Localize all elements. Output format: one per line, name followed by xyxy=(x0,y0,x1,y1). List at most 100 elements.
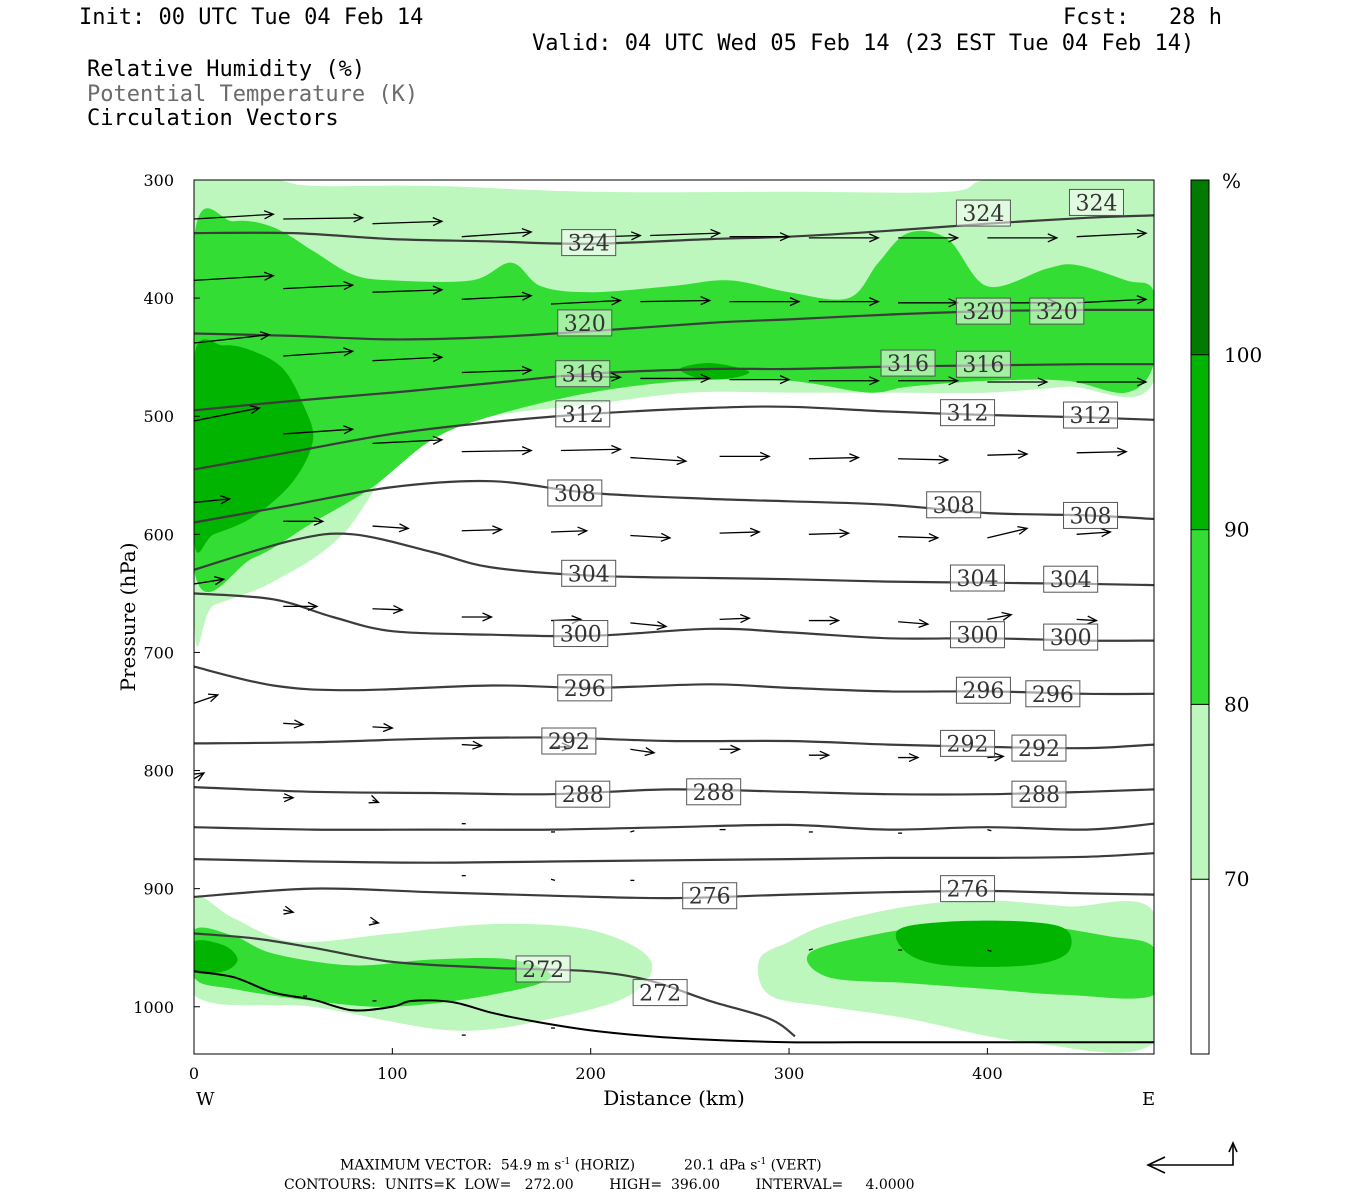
theta-label: 316 xyxy=(955,350,1011,378)
circulation-vector xyxy=(283,347,355,357)
circulation-vector xyxy=(987,828,992,832)
theta-label: 296 xyxy=(557,674,613,702)
footer-max-vector: MAXIMUM VECTOR: 54.9 m s-1 (HORIZ) 20.1 … xyxy=(340,1158,822,1173)
theta-label: 320 xyxy=(557,309,613,337)
theta-label: 272 xyxy=(515,955,571,983)
terrain-layer xyxy=(193,970,1154,1044)
x-tick-label: 0 xyxy=(189,1064,199,1083)
circulation-vector xyxy=(1076,615,1099,625)
circulation-vector xyxy=(1076,377,1148,387)
init-time: Init: 00 UTC Tue 04 Feb 14 xyxy=(79,5,424,30)
circulation-vector xyxy=(719,744,742,754)
svg-text:316: 316 xyxy=(562,363,604,388)
circulation-vector xyxy=(719,527,761,537)
theta-label: 288 xyxy=(555,780,611,808)
y-tick-label: 700 xyxy=(143,643,174,662)
circulation-vector xyxy=(630,455,688,466)
theta-label: 316 xyxy=(880,349,936,377)
y-tick-label: 800 xyxy=(143,762,174,781)
vert-exp: -1 xyxy=(757,1157,767,1167)
colorbar-swatch xyxy=(1191,704,1209,880)
x-tick-label: 100 xyxy=(377,1064,408,1083)
colorbar-swatch xyxy=(1191,354,1209,530)
circulation-vector xyxy=(461,612,494,622)
colorbar-unit: % xyxy=(1222,169,1241,193)
horiz-exp: -1 xyxy=(561,1157,571,1167)
svg-text:300: 300 xyxy=(1050,626,1092,651)
legend-circulation-vectors: Circulation Vectors xyxy=(87,106,339,131)
circulation-vector xyxy=(1076,447,1128,457)
colorbar-frame xyxy=(1190,179,1210,1055)
valid-time: Valid: 04 UTC Wed 05 Feb 14 (23 EST Tue … xyxy=(532,31,1195,56)
circulation-vector xyxy=(898,455,950,465)
circulation-vector xyxy=(283,280,355,291)
circulation-vector xyxy=(560,444,623,455)
circulation-vector xyxy=(372,435,444,445)
svg-text:300: 300 xyxy=(560,623,602,648)
rh-90-region xyxy=(679,363,750,380)
circulation-vector xyxy=(719,451,771,461)
theta-label: 316 xyxy=(555,360,611,388)
colorbar-swatch xyxy=(1191,180,1209,355)
svg-text:324: 324 xyxy=(568,232,610,257)
circulation-vector xyxy=(808,453,861,463)
svg-text:316: 316 xyxy=(887,352,929,377)
circulation-vector xyxy=(368,794,380,804)
y-tick-label: 300 xyxy=(143,171,174,190)
colorbar-swatch xyxy=(1191,879,1209,1054)
circulation-vector xyxy=(193,271,275,282)
theta-label: 296 xyxy=(955,676,1011,704)
circulation-vector xyxy=(193,693,220,704)
max-vector-label: MAXIMUM VECTOR: xyxy=(340,1157,492,1174)
theta-contour-276 xyxy=(193,887,1155,900)
horiz-tag: (HORIZ) xyxy=(574,1157,636,1174)
theta-label: 292 xyxy=(940,729,996,757)
west-label: W xyxy=(196,1089,215,1110)
circulation-vector xyxy=(630,746,656,757)
theta-contour-304 xyxy=(193,532,1155,587)
y-tick-label: 600 xyxy=(143,525,174,544)
circulation-vector xyxy=(550,878,556,882)
theta-label: 324 xyxy=(1068,188,1124,216)
circulation-vector xyxy=(729,375,791,385)
circulation-vector xyxy=(193,331,271,344)
rh-90-region xyxy=(895,920,1072,967)
theta-label: 312 xyxy=(555,400,611,428)
theta-label: 324 xyxy=(955,199,1011,227)
circulation-vector xyxy=(283,213,365,223)
svg-text:308: 308 xyxy=(554,482,596,507)
circulation-vector xyxy=(808,615,841,626)
forecast-hour: Fcst: 28 h xyxy=(1063,5,1222,30)
theta-label: 292 xyxy=(1011,734,1067,762)
circulation-vector xyxy=(368,916,381,926)
svg-text:272: 272 xyxy=(522,958,564,983)
horiz-unit: m s xyxy=(536,1157,562,1174)
vert-value: 20.1 xyxy=(684,1157,716,1174)
circulation-vector xyxy=(987,949,992,952)
svg-text:324: 324 xyxy=(962,202,1004,227)
svg-text:304: 304 xyxy=(1050,568,1092,593)
circulation-vector xyxy=(372,604,404,615)
theta-label: 300 xyxy=(553,620,609,648)
circulation-vector xyxy=(372,285,444,295)
legend-relative-humidity: Relative Humidity (%) xyxy=(87,57,366,82)
colorbar-label: 90 xyxy=(1224,518,1249,542)
circulation-vector xyxy=(550,296,623,306)
theta-contour-280 xyxy=(193,852,1155,864)
svg-text:292: 292 xyxy=(548,730,590,755)
circulation-vector xyxy=(283,601,319,611)
svg-text:312: 312 xyxy=(947,402,989,427)
horiz-value: 54.9 xyxy=(500,1157,533,1174)
circulation-vector xyxy=(719,613,751,624)
colorbar-label: 70 xyxy=(1224,867,1249,891)
theta-label: 312 xyxy=(1063,401,1119,429)
theta-label: 288 xyxy=(686,778,742,806)
circulation-vector xyxy=(1076,229,1148,239)
theta-contour-300 xyxy=(193,592,1155,642)
svg-text:288: 288 xyxy=(693,781,735,806)
circulation-vector xyxy=(640,373,712,384)
x-tick-label: 300 xyxy=(774,1064,805,1083)
theta-label: 276 xyxy=(940,875,996,903)
colorbar-swatch xyxy=(1191,529,1209,705)
